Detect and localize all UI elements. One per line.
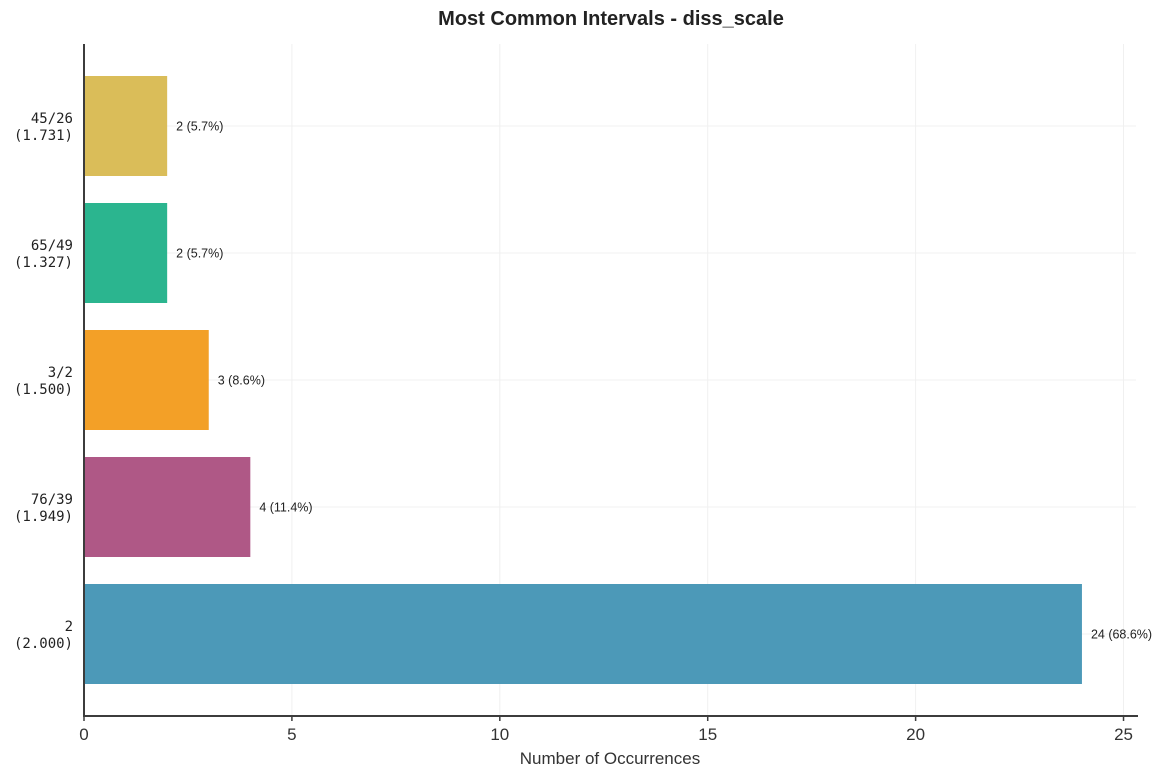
x-tick-label: 15 — [698, 725, 717, 744]
x-axis-label: Number of Occurrences — [520, 749, 700, 768]
y-tick-label-decimal: (2.000) — [14, 636, 73, 652]
y-tick-label-ratio: 3/2 — [48, 365, 73, 381]
chart-title: Most Common Intervals - diss_scale — [438, 8, 784, 30]
x-tick-label: 5 — [287, 725, 296, 744]
y-tick-label-decimal: (1.500) — [14, 382, 73, 398]
bar — [85, 203, 168, 303]
x-tick-label: 25 — [1114, 725, 1133, 744]
x-tick-labels: 0 5 10 15 20 25 — [79, 716, 1133, 744]
data-label: 24 (68.6%) — [1091, 628, 1152, 642]
y-tick-label-ratio: 76/39 — [31, 492, 73, 508]
data-label: 3 (8.6%) — [218, 374, 265, 388]
y-tick-labels: 2(2.000) 76/39(1.949) 3/2(1.500) 65/49(1.32… — [14, 111, 73, 652]
bar — [85, 584, 1082, 684]
y-tick-label-decimal: (1.327) — [14, 255, 73, 271]
data-label: 2 (5.7%) — [176, 120, 223, 134]
y-tick-label-ratio: 2 — [65, 619, 73, 635]
y-tick-label-ratio: 45/26 — [31, 111, 73, 127]
bar — [85, 330, 209, 430]
bars — [85, 76, 1082, 684]
bar — [85, 457, 251, 557]
y-tick-label-ratio: 65/49 — [31, 238, 73, 254]
data-labels: 24 (68.6%) 4 (11.4%) 3 (8.6%) 2 (5.7%) 2 (5.… — [176, 120, 1152, 642]
x-tick-label: 0 — [79, 725, 88, 744]
x-tick-label: 10 — [490, 725, 509, 744]
y-tick-label-decimal: (1.949) — [14, 509, 73, 525]
y-tick-label-decimal: (1.731) — [14, 128, 73, 144]
data-label: 4 (11.4%) — [259, 501, 312, 515]
x-tick-label: 20 — [906, 725, 925, 744]
data-label: 2 (5.7%) — [176, 247, 223, 261]
bar — [85, 76, 168, 176]
